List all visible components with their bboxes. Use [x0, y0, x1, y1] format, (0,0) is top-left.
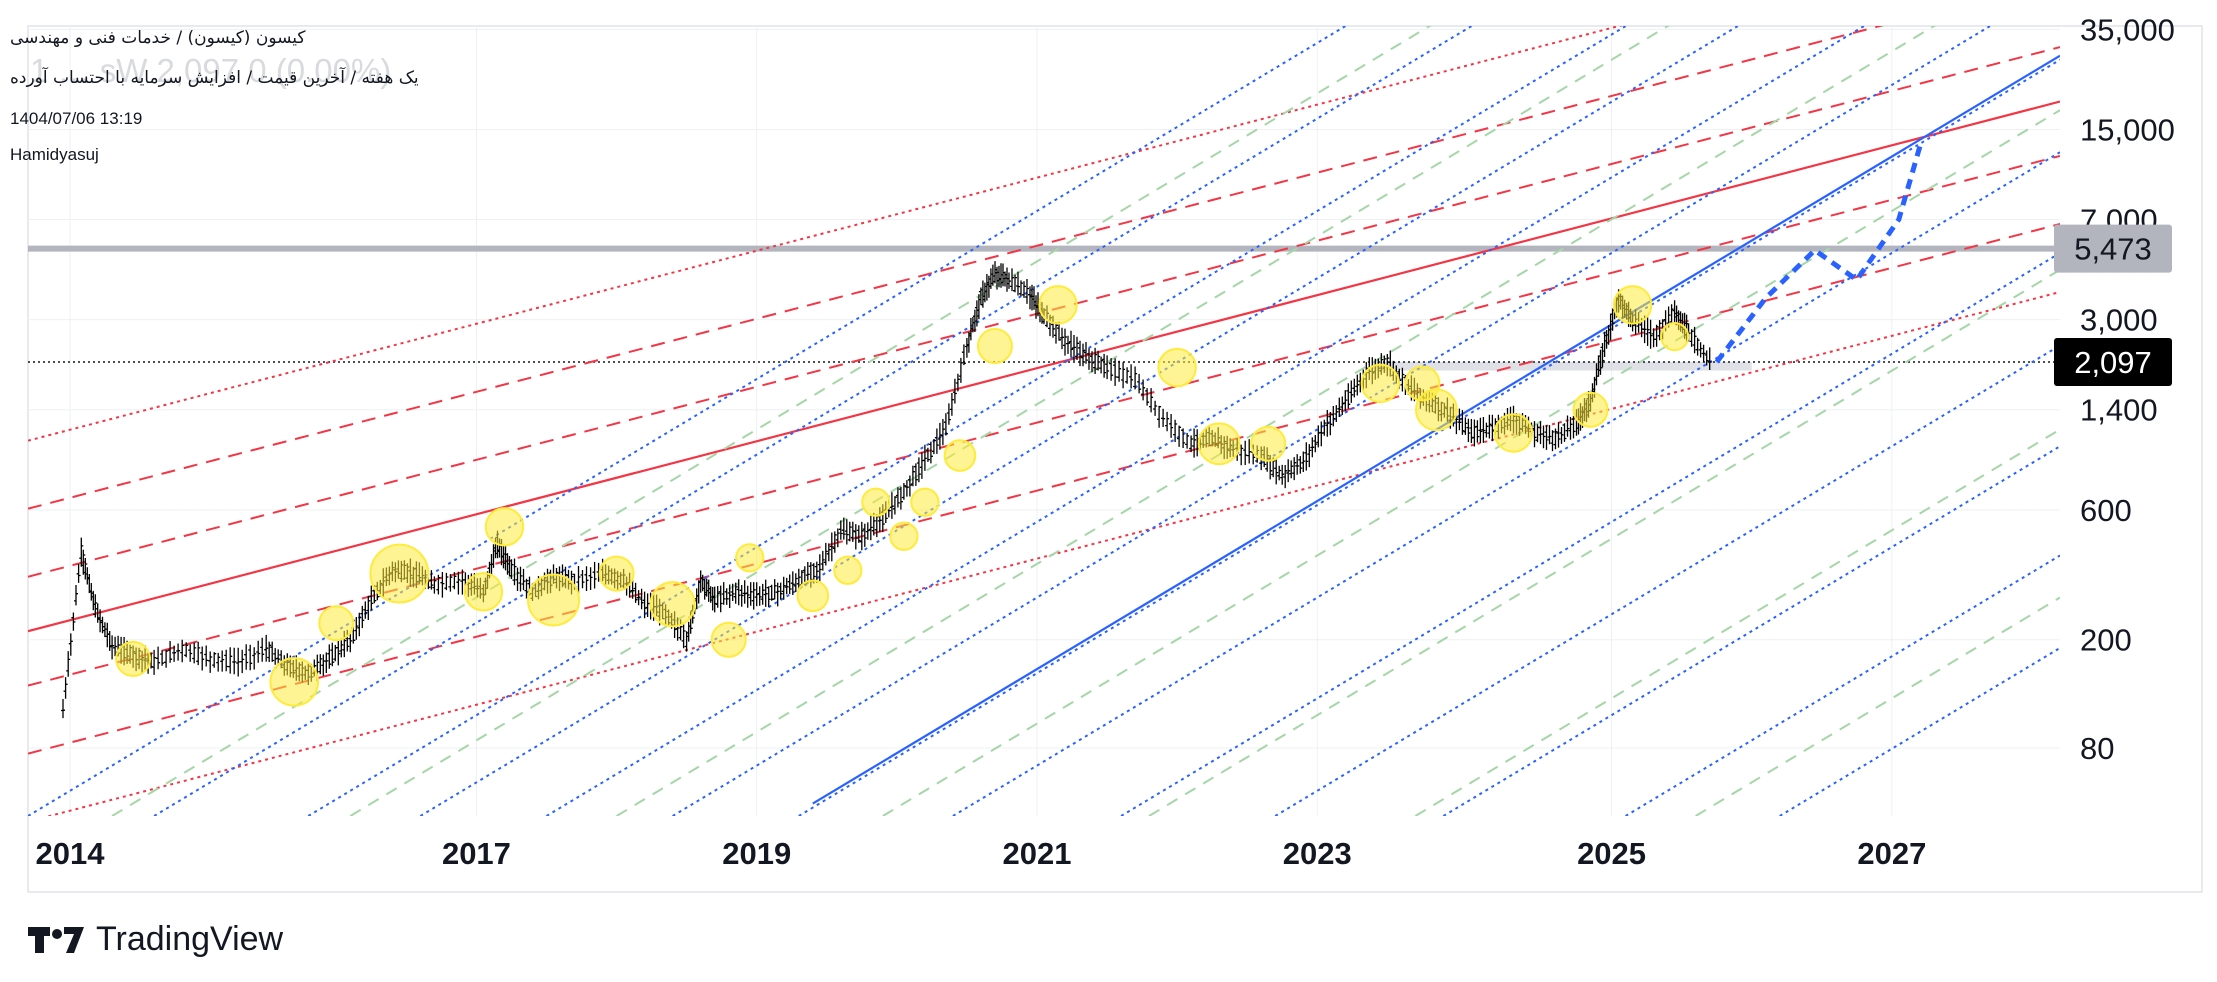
highlight-circle [910, 487, 940, 517]
highlight-circle [1157, 347, 1197, 388]
tradingview-logo-icon [28, 926, 84, 953]
red-channel-line [45, 291, 2060, 816]
highlight-circle [369, 543, 430, 604]
x-tick-label: 2021 [1003, 836, 1072, 871]
highlight-circle [1250, 425, 1287, 462]
support-zone [1373, 361, 1752, 371]
chart-pane-border [27, 25, 2203, 893]
highlight-circle [976, 328, 1013, 365]
price-label-bg [2054, 337, 2172, 386]
red-channel-line [28, 46, 2060, 578]
price-label-text: 2,097 [2074, 345, 2152, 380]
highlight-circle [463, 572, 504, 612]
y-tick-label: 80 [2080, 731, 2114, 766]
ghost-price-overlay: 1 … sW 2,097 0 (0.00%) [30, 52, 392, 89]
highlight-circle [833, 555, 863, 585]
y-tick-label: 35,000 [2080, 12, 2175, 47]
highlight-circle [710, 621, 747, 658]
price-bar-path [61, 261, 1712, 719]
author-name: Hamidyasuj [10, 145, 99, 164]
red-channel-line [28, 26, 1884, 510]
highlight-circle [1197, 422, 1241, 466]
highlight-circle [527, 573, 581, 627]
trend-channels [28, 26, 2060, 816]
highlight-circle [269, 657, 320, 707]
green-channel-line [882, 109, 2060, 816]
resistance-zones [28, 245, 2060, 371]
highlight-circle [1493, 413, 1534, 453]
x-tick-label: 2017 [442, 836, 511, 871]
symbol-title: کیسون (کیسون) / خدمات فنی و مهندسی [10, 28, 306, 48]
axes: 2014 2017 2019 2021 2023 2025 2027 35,000 15,000… [36, 12, 2175, 871]
highlight-circle [1572, 391, 1609, 428]
price-bars [61, 261, 1712, 719]
brand-name: TradingView [96, 920, 284, 958]
highlight-circle [115, 640, 152, 677]
green-channel-line [1148, 268, 2060, 816]
x-tick-label: 2014 [36, 836, 106, 871]
y-tick-label: 1,400 [2080, 393, 2158, 428]
highlight-circle [1414, 388, 1458, 432]
highlight-circle [1360, 363, 1401, 404]
x-tick-label: 2019 [722, 836, 791, 871]
highlight-circle [861, 487, 891, 517]
price-label-bg [2054, 224, 2172, 273]
blue-channel-line [1274, 344, 2060, 816]
highlight-circle [943, 439, 977, 472]
green-channel-line [1695, 596, 2060, 816]
highlight-circle [484, 507, 525, 547]
red-channel-center [28, 100, 2060, 633]
blue-channel-line [1442, 445, 2060, 816]
blue-channel-line [798, 58, 2060, 816]
projection-line [1714, 145, 1923, 364]
green-channel-line [616, 26, 1937, 816]
highlight-circle [796, 579, 830, 613]
projection-path [1714, 145, 1923, 364]
y-tick-label: 600 [2080, 493, 2132, 528]
price-label-text: 5,473 [2074, 232, 2152, 267]
blue-channel-line [28, 26, 1348, 816]
idea-title: یک هفته / آخرین قیمت / افزایش سرمایه با … [10, 68, 419, 88]
highlight-circle [598, 555, 635, 592]
red-channel-line [28, 223, 2060, 755]
highlight-circle [1038, 285, 1078, 325]
y-tick-label: 200 [2080, 623, 2132, 658]
idea-date: 1404/07/06 13:19 [10, 109, 143, 128]
green-channel-line [349, 26, 1670, 816]
highlight-circle [649, 581, 696, 628]
x-tick-label: 2023 [1283, 836, 1352, 871]
blue-channel-line [1625, 554, 2060, 816]
channel-group [28, 26, 2060, 816]
blue-channel-line [419, 26, 1740, 816]
blue-channel-line [545, 26, 1866, 816]
y-tick-label: 3,000 [2080, 303, 2158, 338]
highlight-circle [1612, 285, 1653, 325]
green-channel-line [1414, 428, 2060, 816]
x-tick-label: 2027 [1857, 836, 1926, 871]
grid-lines [28, 26, 2060, 816]
blue-channel-line [952, 151, 2060, 816]
highlight-circle [318, 605, 355, 642]
blue-channel-line [1779, 647, 2060, 816]
green-channel-line [111, 26, 1432, 816]
highlight-circle [735, 543, 765, 573]
red-channel-line [28, 154, 2060, 687]
blue-channel-line [1120, 252, 2060, 816]
blue-channel-line [307, 26, 1628, 816]
highlight-circles [115, 285, 1690, 707]
highlight-circle [889, 521, 919, 551]
highlight-circle [1660, 321, 1690, 352]
x-tick-label: 2025 [1577, 836, 1646, 871]
y-tick-label: 15,000 [2080, 112, 2175, 147]
tradingview-brand[interactable]: TradingView [28, 920, 283, 959]
